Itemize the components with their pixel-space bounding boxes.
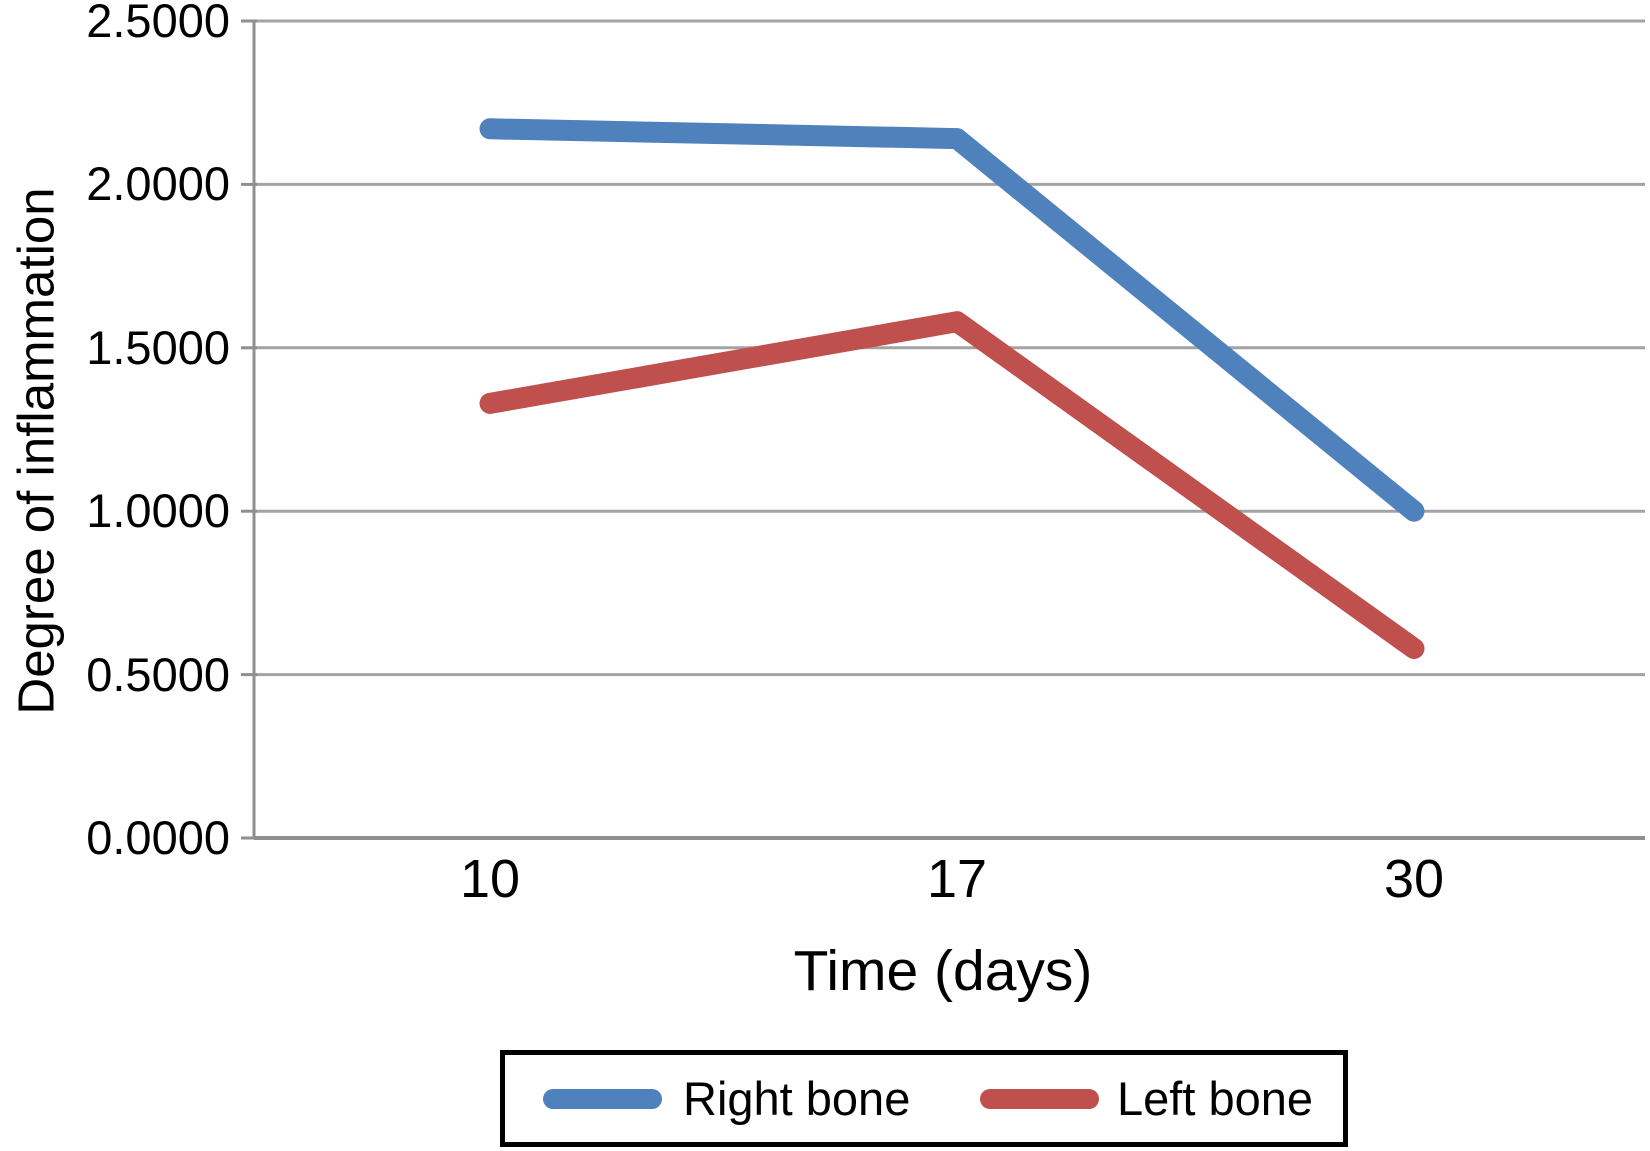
y-tick-label: 0.0000 [86,811,230,864]
y-tick-label: 1.5000 [86,320,230,374]
x-tick-label: 10 [459,849,521,909]
legend-label-left-bone: Left bone [1117,1072,1314,1125]
y-tick-label: 2.5000 [86,0,230,47]
x-tick-label: 30 [1383,849,1445,909]
y-tick-label: 2.0000 [86,157,230,211]
legend-swatch-right-bone [543,1089,662,1109]
legend-label-right-bone: Right bone [683,1072,911,1125]
x-tick-label: 17 [926,849,988,909]
y-tick-label: 1.0000 [86,484,230,538]
y-axis-title: Degree of inflammation [7,187,65,715]
legend-box: Right bone Left bone [500,1050,1348,1147]
series-line-right-bone [479,118,1425,522]
series-line-left-bone [479,311,1425,659]
legend-swatch-left-bone [980,1089,1099,1109]
y-tick-label: 0.5000 [86,647,230,701]
x-axis-title: Time (days) [793,939,1093,1003]
